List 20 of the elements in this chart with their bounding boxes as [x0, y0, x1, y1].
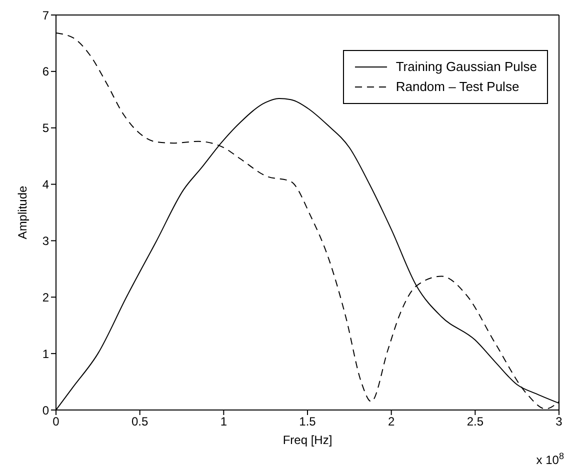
x-tick-label: 1.5 [299, 414, 316, 429]
y-tick-label: 7 [42, 8, 50, 22]
x-tick-label: 2 [388, 414, 395, 429]
y-tick-label: 3 [42, 234, 50, 248]
legend-label: Training Gaussian Pulse [396, 58, 537, 76]
x-axis-title: Freq [Hz] [282, 433, 332, 447]
x-tick-label: 1 [220, 414, 228, 429]
y-axis-title: Amplitude [15, 186, 30, 240]
x-tick-label: 2.5 [466, 414, 484, 429]
y-tick-label: 0 [42, 403, 50, 418]
text: x 10$^{8}$ [536, 451, 564, 467]
y-tick-label: 4 [42, 178, 50, 192]
legend-label: Random – Test Pulse [396, 78, 520, 96]
x-tick-label: 0 [52, 414, 60, 429]
y-tick-label: 1 [42, 346, 50, 361]
y-tick-label: 6 [42, 64, 50, 79]
x-tick-label: 3 [556, 414, 563, 429]
x-tick-label: 0.5 [131, 414, 148, 429]
y-tick-label: 5 [42, 121, 50, 136]
y-tick-label: 2 [42, 290, 50, 304]
